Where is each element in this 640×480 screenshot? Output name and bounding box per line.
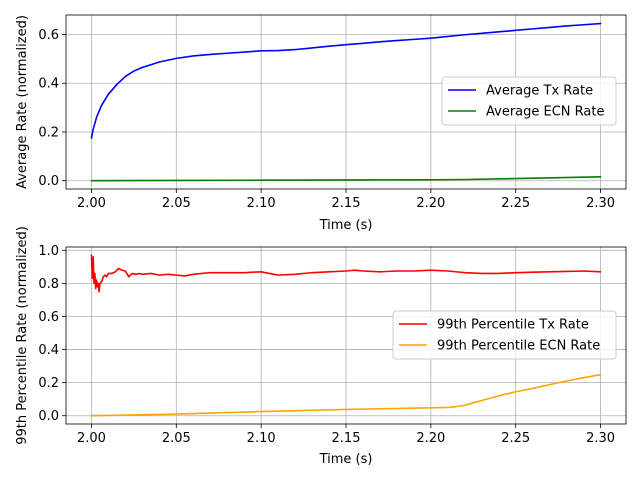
y-tick-label: 0.0 xyxy=(38,174,59,189)
y-tick-label: 0.8 xyxy=(38,277,59,292)
y-tick-label: 0.0 xyxy=(38,409,59,424)
legend-box xyxy=(392,310,617,360)
x-tick-label: 2.20 xyxy=(416,196,445,211)
series-line-p99-tx-rate xyxy=(90,254,602,293)
x-tick-label: 2.30 xyxy=(586,431,615,446)
legend: 99th Percentile Tx Rate 99th Percentile E… xyxy=(392,310,617,360)
legend-label: 99th Percentile ECN Rate xyxy=(437,339,600,354)
x-tick-label: 2.15 xyxy=(332,431,361,446)
x-tick-label: 2.00 xyxy=(77,196,106,211)
x-tick-label: 2.20 xyxy=(416,431,445,446)
series-line-average-ecn-rate xyxy=(90,176,602,182)
bottom-panel: 2.00 2.05 2.10 2.15 2.20 2.25 2.30 0.0 0.2 0.4 0.6… xyxy=(15,226,627,467)
x-tick-label: 2.00 xyxy=(77,431,106,446)
x-tick-label: 2.15 xyxy=(332,196,361,211)
x-axis-label: Time (s) xyxy=(319,452,373,467)
x-axis-label: Time (s) xyxy=(319,218,373,233)
y-tick-label: 0.2 xyxy=(38,376,59,391)
x-tick-label: 2.10 xyxy=(247,196,276,211)
legend-label: Average Tx Rate xyxy=(486,84,593,99)
x-tick-label: 2.05 xyxy=(162,431,191,446)
y-tick-label: 0.6 xyxy=(38,28,59,43)
y-tick-label: 0.4 xyxy=(38,343,59,358)
x-tick-label: 2.10 xyxy=(247,431,276,446)
legend: Average Tx Rate Average ECN Rate xyxy=(441,76,617,126)
x-tick-label: 2.25 xyxy=(501,196,530,211)
x-tick-label: 2.05 xyxy=(162,196,191,211)
legend-label: Average ECN Rate xyxy=(486,105,604,120)
top-panel: 2.00 2.05 2.10 2.15 2.20 2.25 2.30 0.0 0.2 0.4 0.6… xyxy=(15,14,627,233)
series-line-average-tx-rate xyxy=(90,22,602,139)
y-axis-label: 99th Percentile Rate (normalized) xyxy=(15,226,30,445)
x-tick-label: 2.25 xyxy=(501,431,530,446)
y-tick-label: 0.4 xyxy=(38,77,59,92)
y-tick-label: 1.0 xyxy=(38,244,59,259)
y-axis-label: Average Rate (normalized) xyxy=(15,15,30,189)
series-line-p99-ecn-rate xyxy=(90,373,602,417)
y-tick-label: 0.2 xyxy=(38,125,59,140)
x-tick-label: 2.30 xyxy=(586,196,615,211)
y-tick-label: 0.6 xyxy=(38,310,59,325)
legend-label: 99th Percentile Tx Rate xyxy=(437,318,589,333)
legend-box xyxy=(441,76,617,126)
